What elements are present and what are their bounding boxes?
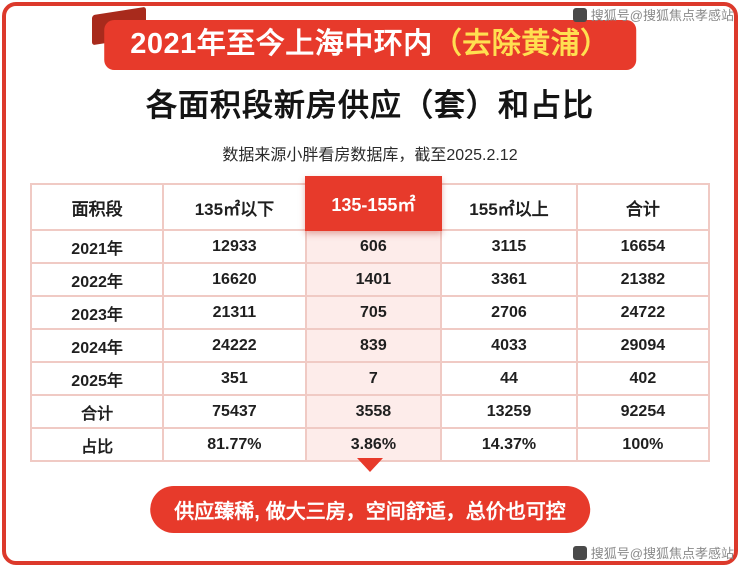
- table-cell-highlight: 3.86%: [304, 427, 443, 462]
- pointer-triangle-icon: [357, 458, 383, 472]
- table-cell: 4033: [440, 328, 578, 363]
- table-row-2025: 2025年 351 7 44 402: [29, 361, 711, 396]
- table-row-2024: 2024年 24222 839 4033 29094: [29, 328, 711, 363]
- row-label: 合计: [29, 394, 165, 429]
- table-cell-highlight: 3558: [304, 394, 443, 429]
- header-banner: 2021年至今上海中环内（去除黄浦）: [104, 20, 636, 70]
- column-header-above-155: 155㎡以上: [440, 183, 578, 231]
- table-cell-highlight: 7: [304, 361, 443, 396]
- table-row-2023: 2023年 21311 705 2706 24722: [29, 295, 711, 330]
- column-header-below-135: 135㎡以下: [162, 183, 307, 231]
- table-cell: 92254: [575, 394, 711, 429]
- table-cell: 24222: [162, 328, 307, 363]
- highlight-header-label: 135-155㎡: [331, 194, 416, 215]
- sohu-logo-icon: [572, 7, 587, 22]
- column-header-area: 面积段: [29, 183, 165, 231]
- table-cell: 24722: [575, 295, 711, 330]
- table-cell: 3115: [440, 229, 578, 264]
- data-source-subtitle: 数据来源小胖看房数据库，截至2025.2.12: [222, 147, 518, 164]
- table-cell: 21382: [575, 262, 711, 297]
- table-row-2021: 2021年 12933 606 3115 16654: [29, 229, 711, 264]
- table-cell: 13259: [440, 394, 578, 429]
- table-cell-highlight: 839: [304, 328, 443, 363]
- row-label: 2025年: [29, 361, 165, 396]
- page-title: 各面积段新房供应（套）和占比: [146, 88, 594, 123]
- banner-title-main: 2021年至今上海中环内: [130, 28, 433, 60]
- watermark-bottom: 搜狐号@搜狐焦点孝感站: [572, 543, 734, 562]
- watermark-top: 搜狐号@搜狐焦点孝感站: [572, 5, 734, 24]
- table-cell: 12933: [162, 229, 307, 264]
- supply-table: 面积段 135㎡以下 135-155㎡ 155㎡以上 合计 2021年 1293…: [29, 176, 711, 462]
- table-cell: 29094: [575, 328, 711, 363]
- table-cell: 16654: [575, 229, 711, 264]
- column-header-total: 合计: [575, 183, 711, 231]
- callout-pill: 供应臻稀, 做大三房，空间舒适，总价也可控: [150, 486, 590, 533]
- table-cell: 81.77%: [162, 427, 307, 462]
- callout-lead: 供应臻稀,: [174, 501, 260, 523]
- table-row-total: 合计 75437 3558 13259 92254: [29, 394, 711, 429]
- highlight-header-box: 135-155㎡: [304, 176, 443, 231]
- row-label: 2022年: [29, 262, 165, 297]
- table-row-2022: 2022年 16620 1401 3361 21382: [29, 262, 711, 297]
- table-cell-highlight: 1401: [304, 262, 443, 297]
- row-label: 2024年: [29, 328, 165, 363]
- table-cell-highlight: 705: [304, 295, 443, 330]
- row-label: 2021年: [29, 229, 165, 264]
- table-cell: 402: [575, 361, 711, 396]
- table-cell: 3361: [440, 262, 578, 297]
- table-cell: 21311: [162, 295, 307, 330]
- table-cell: 75437: [162, 394, 307, 429]
- table-cell: 14.37%: [440, 427, 578, 462]
- watermark-bottom-text: 搜狐号@搜狐焦点孝感站: [590, 546, 734, 561]
- table-cell: 100%: [575, 427, 711, 462]
- column-header-135-155: 135-155㎡: [304, 176, 443, 231]
- table-cell: 44: [440, 361, 578, 396]
- row-label: 2023年: [29, 295, 165, 330]
- table-row-share: 占比 81.77% 3.86% 14.37% 100%: [29, 427, 711, 462]
- banner-title-accent: （去除黄浦）: [432, 28, 610, 60]
- watermark-top-text: 搜狐号@搜狐焦点孝感站: [590, 8, 734, 23]
- row-label: 占比: [29, 427, 165, 462]
- sohu-logo-icon: [572, 545, 587, 560]
- table-cell: 16620: [162, 262, 307, 297]
- table-cell: 2706: [440, 295, 578, 330]
- callout-rest: 做大三房，空间舒适，总价也可控: [265, 501, 566, 523]
- table-cell: 351: [162, 361, 307, 396]
- table-cell-highlight: 606: [304, 229, 443, 264]
- table-header-row: 面积段 135㎡以下 135-155㎡ 155㎡以上 合计: [29, 176, 711, 231]
